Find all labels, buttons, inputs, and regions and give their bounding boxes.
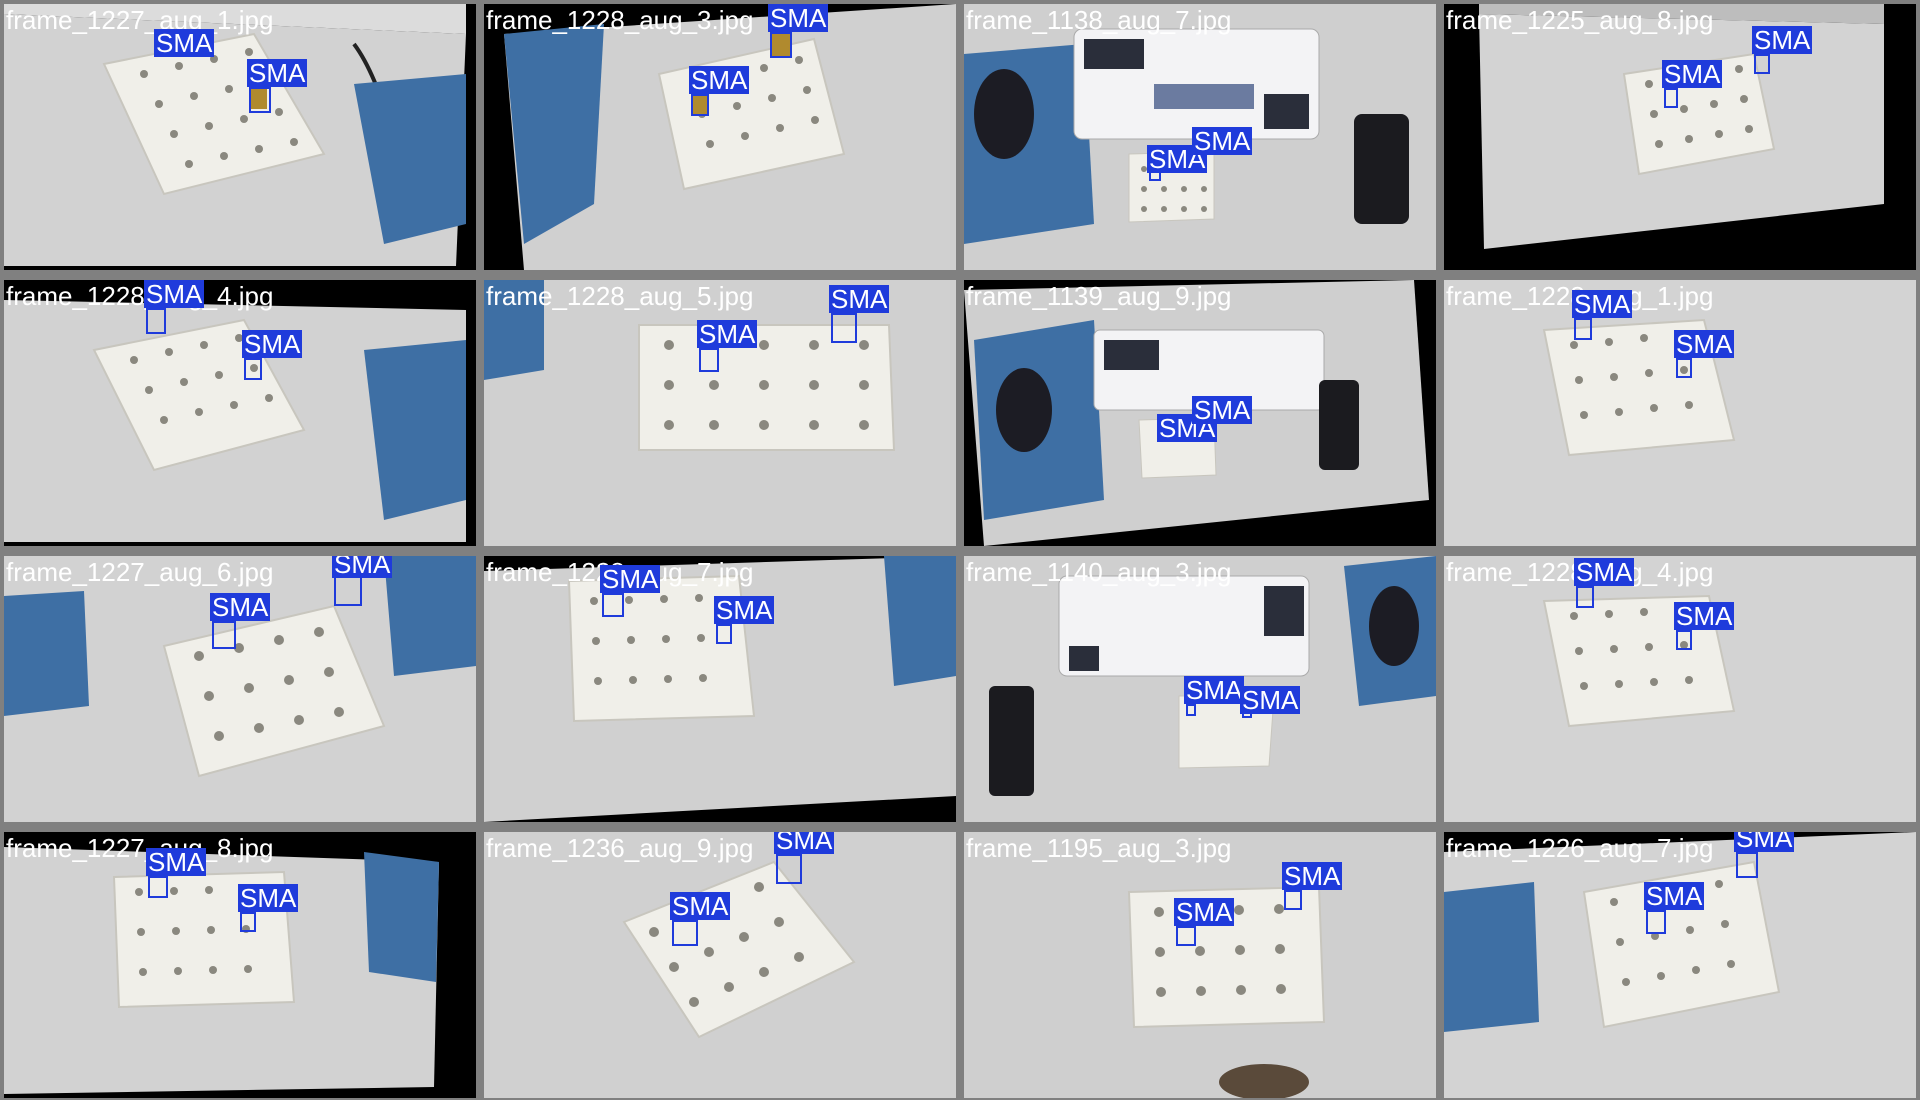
image-filename: frame_1236_aug_9.jpg	[486, 833, 754, 863]
detection-label: SMA	[714, 595, 775, 625]
detection-label: SMA	[768, 4, 829, 33]
photo	[4, 300, 466, 542]
photo	[504, 4, 956, 270]
image-tile[interactable]: frame_1227_aug_8.jpg SMA SMA	[4, 832, 476, 1098]
photo	[964, 556, 1436, 822]
image-tile[interactable]: frame_1225_aug_8.jpg SMA SMA	[1444, 4, 1916, 270]
image-tile[interactable]: frame_1228_aug_4.jpg SMA SMA	[4, 280, 476, 546]
detection-label: SMA	[1674, 329, 1735, 359]
image-filename: frame_1138_aug_7.jpg	[966, 5, 1232, 35]
photo	[1479, 4, 1884, 249]
detection-label: SMA	[242, 329, 303, 359]
image-tile[interactable]: frame_1236_aug_9.jpg SMA SMA	[484, 832, 956, 1098]
detection-label: SMA	[829, 284, 890, 314]
detection-label: SMA	[697, 319, 758, 349]
detection-label: SMA	[1674, 601, 1735, 631]
image-tile[interactable]: frame_1195_aug_3.jpg SMA SMA	[964, 832, 1436, 1098]
detection-label: SMA	[670, 891, 731, 921]
detection-label: SMA	[210, 592, 271, 622]
photo	[4, 847, 439, 1094]
detection-label: SMA	[600, 564, 661, 594]
photo	[484, 832, 956, 1098]
image-filename: frame_1225_aug_8.jpg	[1446, 5, 1714, 35]
image-filename: frame_1228_aug_3.jpg	[486, 5, 754, 35]
detection-label: SMA	[1240, 685, 1301, 715]
image-filename: frame_1228_aug_4.jpg	[6, 281, 274, 311]
image-filename: frame_1195_aug_3.jpg	[966, 833, 1232, 863]
image-tile[interactable]: frame_1228_aug_4.jpg SMA SMA	[1444, 556, 1916, 822]
detection-label: SMA	[1157, 413, 1218, 443]
photo	[4, 4, 466, 266]
photo	[1444, 280, 1916, 546]
detection-label: SMA	[1574, 557, 1635, 587]
image-filename: frame_1228_aug_5.jpg	[486, 281, 754, 311]
detection-label: SMA	[1662, 59, 1723, 89]
image-tile[interactable]: frame_1139_aug_9.jpg SMA SMA	[964, 280, 1436, 546]
detection-label: SMA	[1282, 861, 1343, 891]
photo	[1444, 556, 1916, 822]
detection-label: SMA	[146, 847, 207, 877]
detection-label: SMA	[1752, 25, 1813, 55]
image-tile[interactable]: frame_1227_aug_6.jpg SMA SMA	[4, 556, 476, 822]
detection-label: SMA	[1644, 881, 1705, 911]
image-tile[interactable]: frame_1228_aug_7.jpg SMA SMA	[484, 556, 956, 822]
image-tile[interactable]: frame_1140_aug_3.jpg SMA SMA	[964, 556, 1436, 822]
detection-label: SMA	[144, 280, 205, 309]
image-filename: frame_1140_aug_3.jpg	[966, 557, 1232, 587]
detection-label: SMA	[247, 58, 308, 88]
detection-label: SMA	[238, 883, 299, 913]
detection-label: SMA	[1184, 675, 1245, 705]
detection-label: SMA	[154, 28, 215, 58]
image-filename: frame_1227_aug_6.jpg	[6, 557, 274, 587]
image-filename: frame_1227_aug_8.jpg	[6, 833, 274, 863]
photo	[964, 832, 1436, 1098]
image-filename: frame_1226_aug_7.jpg	[1446, 833, 1714, 863]
image-tile[interactable]: frame_1228_aug_5.jpg SMA SMA	[484, 280, 956, 546]
photo	[484, 556, 956, 822]
image-tile[interactable]: frame_1228_aug_1.jpg SMA SMA	[1444, 280, 1916, 546]
detection-label: SMA	[1174, 897, 1235, 927]
photo	[1444, 832, 1916, 1098]
detection-label: SMA	[1192, 395, 1253, 425]
detection-label: SMA	[1192, 126, 1253, 156]
image-tile[interactable]: frame_1226_aug_7.jpg SMA SMA	[1444, 832, 1916, 1098]
detection-label: SMA	[689, 65, 750, 95]
image-tile[interactable]: frame_1228_aug_3.jpg SMA SMA	[484, 4, 956, 270]
detection-label: SMA	[1734, 832, 1795, 852]
image-tile[interactable]: frame_1227_aug_1.jpg SMA SMA	[4, 4, 476, 270]
image-filename: frame_1139_aug_9.jpg	[966, 281, 1232, 311]
image-tile[interactable]: frame_1138_aug_7.jpg SMA SMA	[964, 4, 1436, 270]
detection-label: SMA	[332, 556, 393, 578]
detection-label: SMA	[1572, 289, 1633, 319]
image-filename: frame_1227_aug_1.jpg	[6, 5, 274, 35]
detection-label: SMA	[774, 832, 835, 854]
